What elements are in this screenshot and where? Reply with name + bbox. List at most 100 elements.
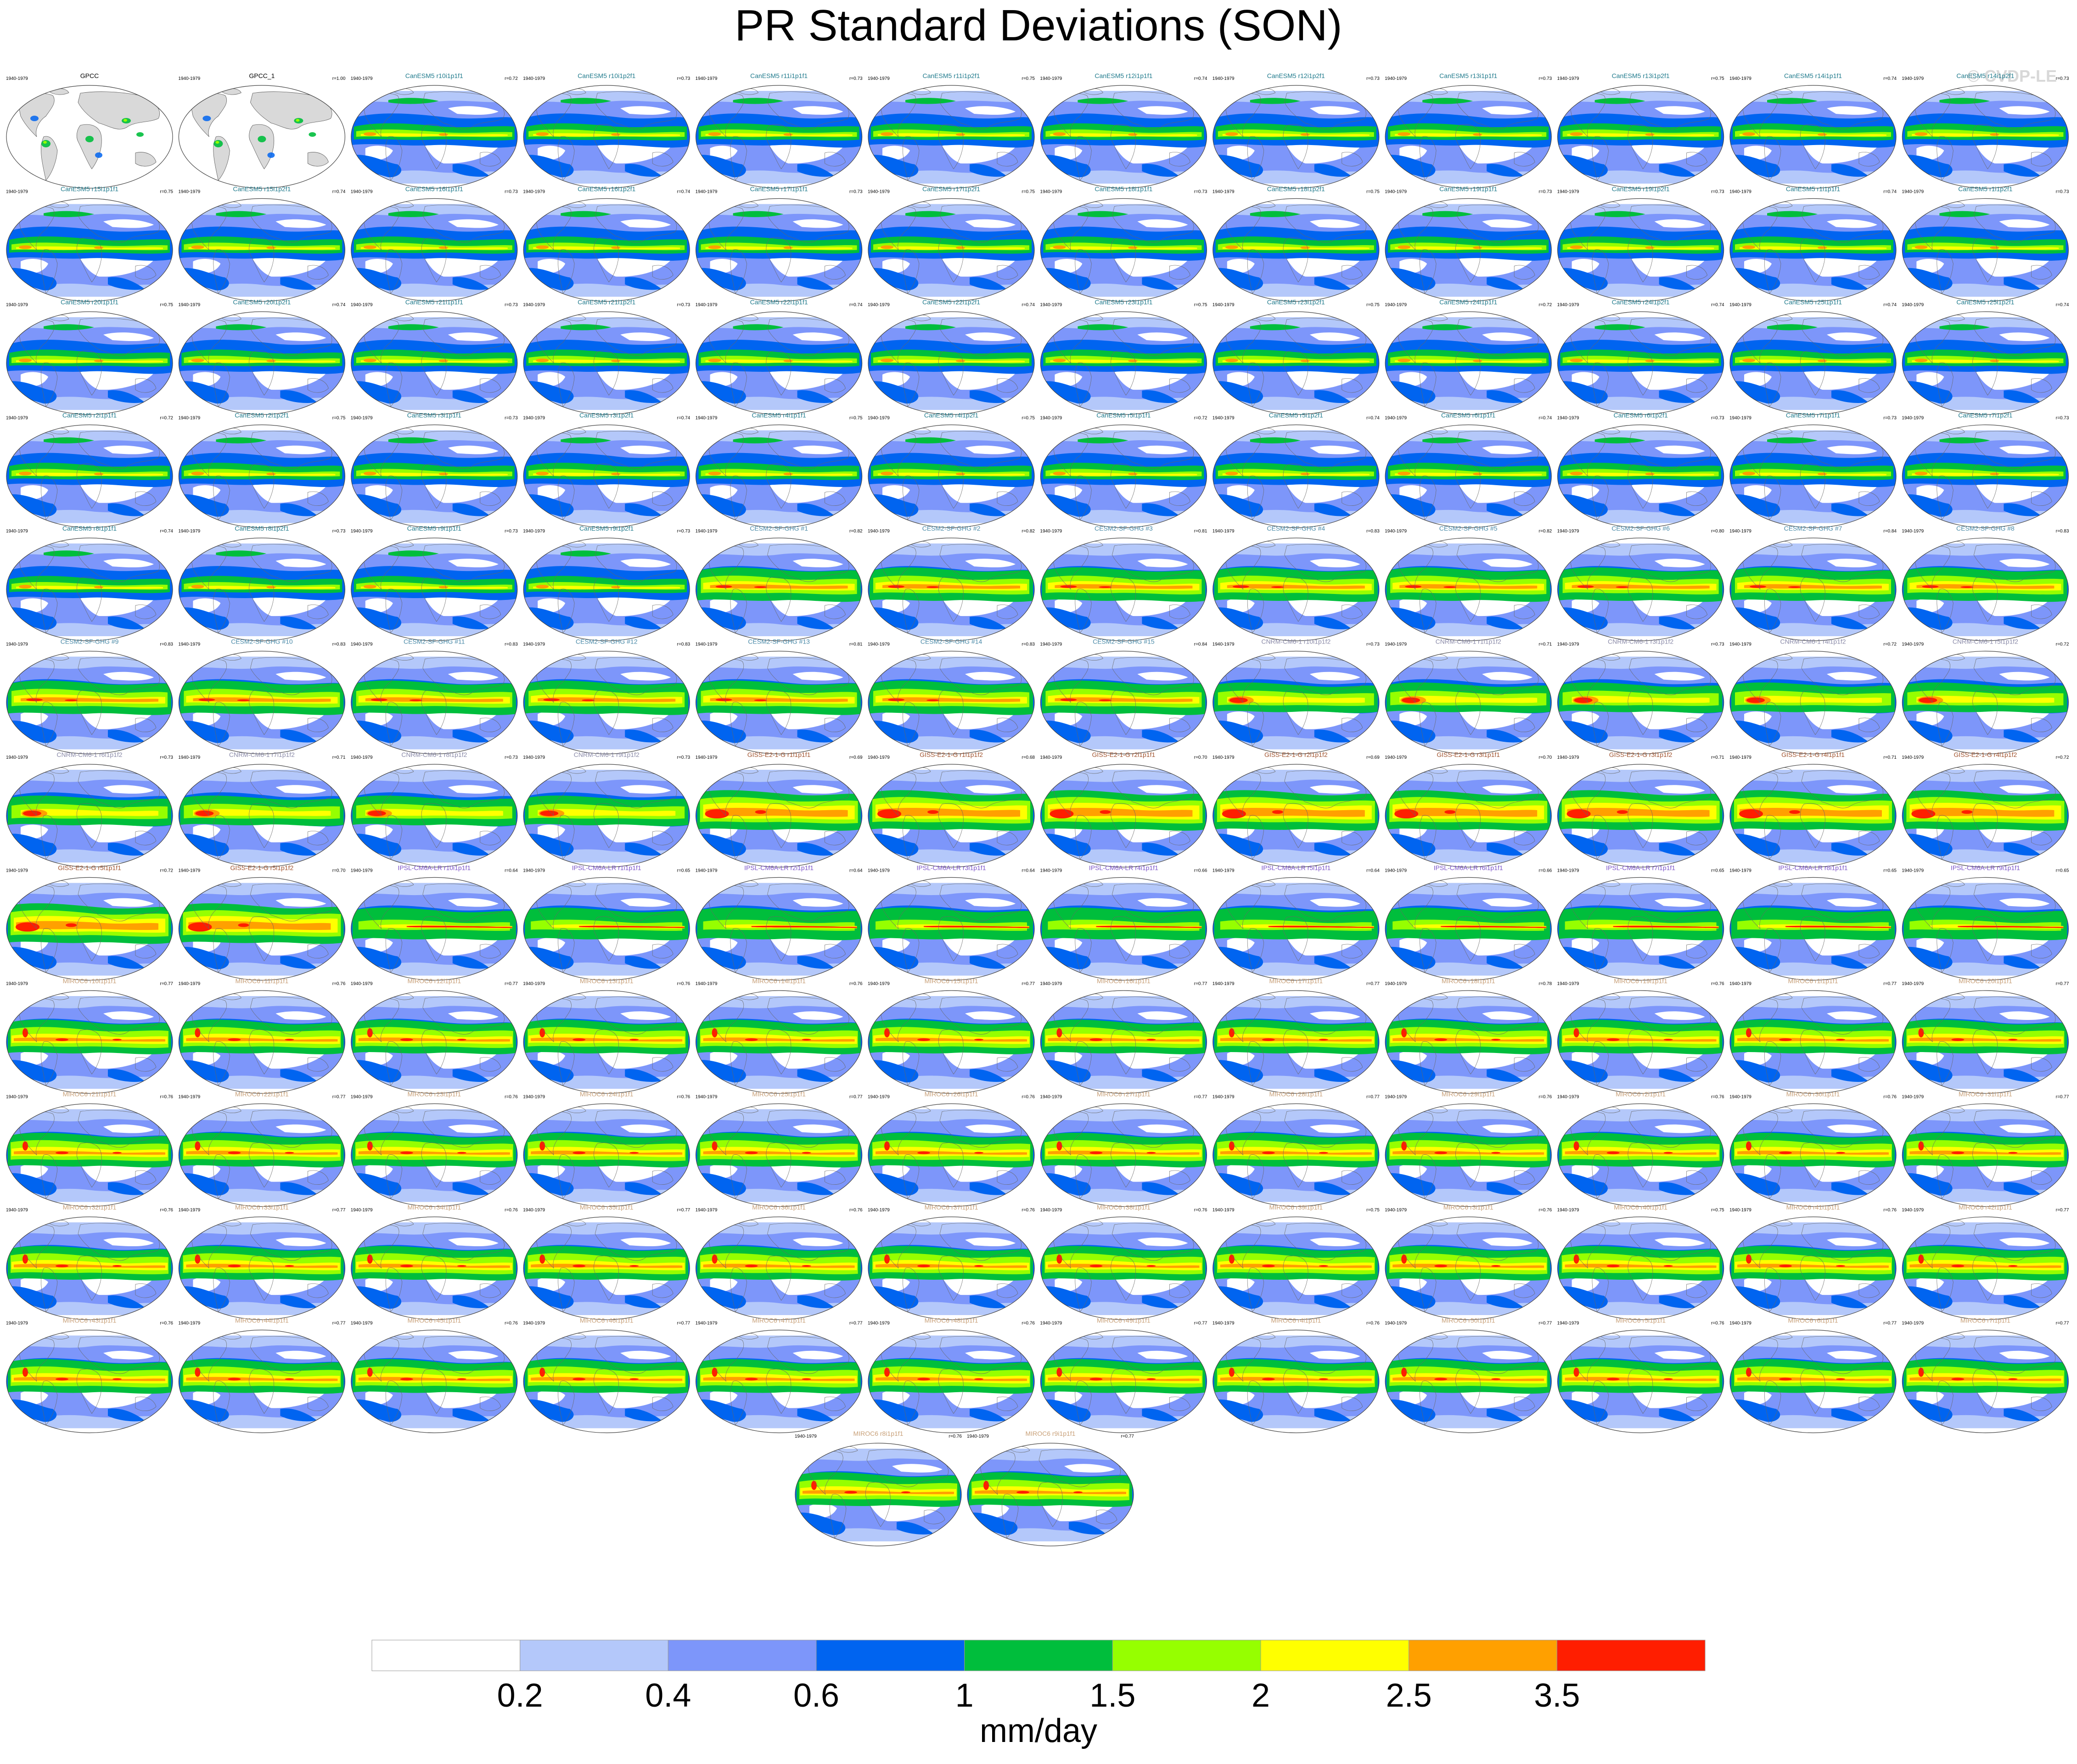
panel-period: 1940-1979 bbox=[868, 302, 890, 308]
map-panel: 1940-1979 CanESM5 r20i1p2f1 r=0.74 bbox=[178, 298, 346, 415]
panel-pattern-correlation: r=0.72 bbox=[160, 868, 173, 874]
panel-title: MIROC6 r8i1p1f1 bbox=[853, 1430, 904, 1437]
panel-pattern-correlation: r=0.74 bbox=[2056, 302, 2069, 308]
panel-pattern-correlation: r=0.73 bbox=[1539, 76, 1552, 81]
panel-period: 1940-1979 bbox=[696, 1208, 718, 1213]
map-panel: 1940-1979 MIROC6 r20i1p1f1 r=0.77 bbox=[1902, 977, 2069, 1094]
map-panel: 1940-1979 GISS-E2-1-G r2i1p1f2 r=0.69 bbox=[1213, 751, 1380, 868]
map-panel: 1940-1979 CNRM-CM6-1 r7i1p1f2 r=0.71 bbox=[178, 751, 346, 868]
panel-title: MIROC6 r31i1p1f1 bbox=[1959, 1091, 2012, 1098]
panel-pattern-correlation: r=0.75 bbox=[1022, 416, 1035, 421]
panel-title: CanESM5 r13i1p2f1 bbox=[1612, 72, 1670, 79]
map-panel: 1940-1979 GPCC_1 r=1.00 bbox=[178, 72, 346, 189]
panel-period: 1940-1979 bbox=[1040, 981, 1062, 986]
panel-pattern-correlation: r=0.73 bbox=[332, 529, 346, 534]
colorbar-tick-label: 0.6 bbox=[793, 1677, 839, 1714]
panel-title: GISS-E2-1-G r3i1p1f1 bbox=[1437, 751, 1500, 758]
panel-title: MIROC6 r40i1p1f1 bbox=[1614, 1204, 1667, 1211]
map-panel: 1940-1979 CanESM5 r2i1p2f1 r=0.75 bbox=[178, 412, 346, 528]
panel-pattern-correlation: r=0.73 bbox=[849, 190, 863, 195]
panel-pattern-correlation: r=0.70 bbox=[1194, 755, 1207, 760]
panel-period: 1940-1979 bbox=[523, 868, 545, 874]
map-panel: 1940-1979 CanESM5 r2i1p1f1 r=0.72 bbox=[6, 412, 173, 528]
panel-title: MIROC6 r28i1p1f1 bbox=[1269, 1091, 1323, 1098]
colorbar-segment bbox=[1556, 1640, 1706, 1671]
panel-pattern-correlation: r=0.66 bbox=[1194, 868, 1207, 874]
panel-title: CanESM5 r23i1p1f1 bbox=[1095, 298, 1152, 306]
map-panel: 1940-1979 CanESM5 r16i1p2f1 r=0.74 bbox=[523, 185, 690, 302]
panel-period: 1940-1979 bbox=[6, 76, 28, 81]
panel-period: 1940-1979 bbox=[696, 981, 718, 986]
panel-pattern-correlation: r=0.83 bbox=[2056, 529, 2069, 534]
panel-period: 1940-1979 bbox=[868, 981, 890, 986]
panel-title: MIROC6 r5i1p1f1 bbox=[1616, 1317, 1666, 1324]
map-panel: 1940-1979 CanESM5 r15i1p2f1 r=0.74 bbox=[178, 185, 346, 302]
panel-period: 1940-1979 bbox=[1902, 302, 1924, 308]
panel-title: MIROC6 r16i1p1f1 bbox=[1097, 977, 1151, 985]
panel-pattern-correlation: r=0.77 bbox=[1883, 1321, 1897, 1326]
map-panel: 1940-1979 GISS-E2-1-G r5i1p1f2 r=0.70 bbox=[178, 864, 346, 981]
panel-pattern-correlation: r=0.75 bbox=[1366, 1208, 1380, 1213]
panel-period: 1940-1979 bbox=[1213, 868, 1235, 874]
panel-period: 1940-1979 bbox=[1557, 416, 1579, 421]
map-panel: 1940-1979 MIROC6 r3i1p1f1 r=0.76 bbox=[1385, 1204, 1552, 1320]
map-panel: 1940-1979 MIROC6 r26i1p1f1 r=0.76 bbox=[868, 1091, 1035, 1207]
panel-period: 1940-1979 bbox=[1902, 981, 1924, 986]
map-panel: 1940-1979 MIROC6 r5i1p1f1 r=0.76 bbox=[1557, 1317, 1724, 1434]
panel-pattern-correlation: r=0.77 bbox=[505, 981, 518, 986]
panel-period: 1940-1979 bbox=[696, 529, 718, 534]
panel-period: 1940-1979 bbox=[1729, 755, 1751, 760]
panel-title: IPSL-CM6A-LR r7i1p1f1 bbox=[1606, 864, 1675, 872]
panel-title: MIROC6 r23i1p1f1 bbox=[407, 1091, 461, 1098]
panel-title: CESM2-SF-GHG #12 bbox=[576, 638, 638, 645]
map-panel: 1940-1979 CanESM5 r10i1p1f1 r=0.72 bbox=[351, 72, 518, 189]
panel-pattern-correlation: r=0.72 bbox=[1194, 416, 1207, 421]
panel-pattern-correlation: r=0.75 bbox=[1366, 190, 1380, 195]
map-panel: 1940-1979 MIROC6 r24i1p1f1 r=0.76 bbox=[523, 1091, 690, 1207]
panel-title: MIROC6 r26i1p1f1 bbox=[925, 1091, 978, 1098]
panel-title: MIROC6 r41i1p1f1 bbox=[1786, 1204, 1840, 1211]
panel-pattern-correlation: r=0.74 bbox=[332, 190, 346, 195]
panel-pattern-correlation: r=0.69 bbox=[849, 755, 863, 760]
panel-pattern-correlation: r=0.77 bbox=[1366, 981, 1380, 986]
panel-title: MIROC6 r15i1p1f1 bbox=[925, 977, 978, 985]
map-panel: 1940-1979 GISS-E2-1-G r4i1p1f1 r=0.71 bbox=[1729, 751, 1897, 868]
panel-title: MIROC6 r6i1p1f1 bbox=[1788, 1317, 1838, 1324]
panel-title: CanESM5 r16i1p1f1 bbox=[405, 185, 463, 193]
panel-period: 1940-1979 bbox=[1902, 1208, 1924, 1213]
panel-title: MIROC6 r39i1p1f1 bbox=[1269, 1204, 1323, 1211]
panel-period: 1940-1979 bbox=[1902, 755, 1924, 760]
panel-title: CNRM-CM6-1 r8i1p1f2 bbox=[401, 751, 467, 758]
map-panel: 1940-1979 GISS-E2-1-G r2i1p1f1 r=0.70 bbox=[1040, 751, 1207, 868]
panel-title: CESM2-SF-GHG #15 bbox=[1093, 638, 1155, 645]
map-panel: 1940-1979 CNRM-CM6-1 r8i1p1f2 r=0.73 bbox=[351, 751, 518, 868]
map-panel: 1940-1979 CESM2-SF-GHG #3 r=0.81 bbox=[1040, 525, 1207, 641]
panel-title: CESM2-SF-GHG #7 bbox=[1784, 525, 1842, 532]
panel-pattern-correlation: r=0.77 bbox=[2056, 1321, 2069, 1326]
panel-pattern-correlation: r=0.70 bbox=[332, 868, 346, 874]
panel-pattern-correlation: r=0.76 bbox=[1022, 1208, 1035, 1213]
panel-period: 1940-1979 bbox=[351, 529, 373, 534]
panel-period: 1940-1979 bbox=[178, 755, 200, 760]
panel-pattern-correlation: r=0.74 bbox=[1883, 76, 1897, 81]
colorbar-tick-label: 2 bbox=[1252, 1677, 1270, 1714]
panel-period: 1940-1979 bbox=[1902, 1321, 1924, 1326]
panel-pattern-correlation: r=0.75 bbox=[1711, 1208, 1724, 1213]
panel-pattern-correlation: r=0.71 bbox=[1711, 755, 1724, 760]
panel-period: 1940-1979 bbox=[1902, 642, 1924, 647]
map-panel: 1940-1979 MIROC6 r46i1p1f1 r=0.77 bbox=[523, 1317, 690, 1434]
panel-title: MIROC6 r50i1p1f1 bbox=[1442, 1317, 1495, 1324]
panel-pattern-correlation: r=0.64 bbox=[1022, 868, 1035, 874]
panel-pattern-correlation: r=0.76 bbox=[1194, 1208, 1207, 1213]
colorbar-segment bbox=[520, 1640, 668, 1671]
panel-pattern-correlation: r=0.76 bbox=[677, 981, 690, 986]
map-panel: 1940-1979 MIROC6 r19i1p1f1 r=0.76 bbox=[1557, 977, 1724, 1094]
panel-period: 1940-1979 bbox=[6, 1095, 28, 1100]
map-panel: 1940-1979 CanESM5 r7i1p2f1 r=0.73 bbox=[1902, 412, 2069, 528]
panel-title: MIROC6 r29i1p1f1 bbox=[1442, 1091, 1495, 1098]
map-panel: 1940-1979 MIROC6 r33i1p1f1 r=0.77 bbox=[178, 1204, 346, 1320]
panel-period: 1940-1979 bbox=[351, 190, 373, 195]
panel-title: GPCC_1 bbox=[249, 72, 275, 79]
map-panel: 1940-1979 MIROC6 r17i1p1f1 r=0.77 bbox=[1213, 977, 1380, 1094]
panel-period: 1940-1979 bbox=[6, 1208, 28, 1213]
